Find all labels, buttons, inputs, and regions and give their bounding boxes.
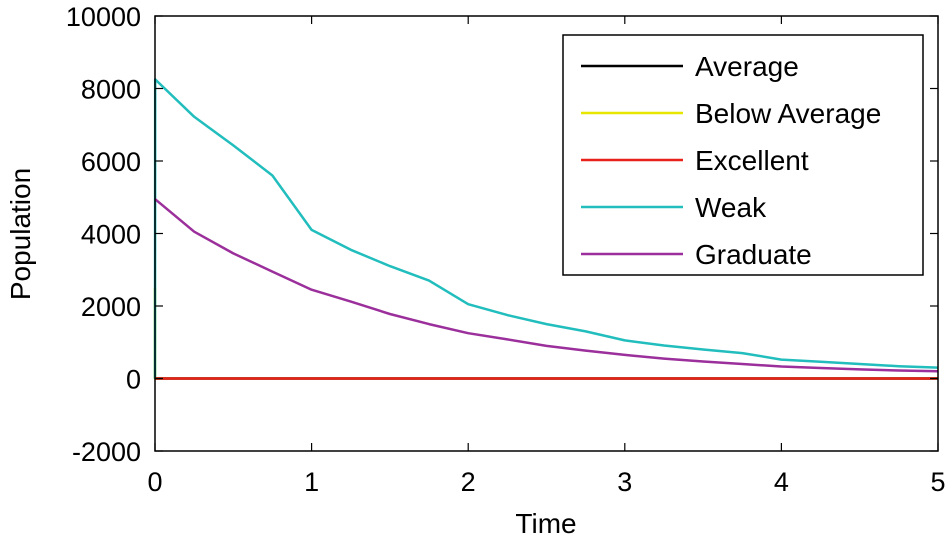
y-tick-label: 6000: [81, 147, 141, 177]
y-ticks: -2000 0 2000 4000 6000 8000 10000: [66, 2, 938, 467]
y-axis-label: Population: [5, 168, 36, 300]
y-tick-label: 8000: [81, 75, 141, 105]
legend-label-excellent: Excellent: [695, 145, 809, 176]
plot-lines: [153, 78, 939, 380]
y-tick-label: -2000: [72, 437, 141, 467]
x-axis-label: Time: [515, 508, 576, 539]
y-tick-label: 2000: [81, 292, 141, 322]
series-line-below-average: [153, 287, 938, 380]
legend-label-below-average: Below Average: [695, 98, 881, 129]
x-tick-label: 1: [304, 467, 319, 497]
y-tick-label: 4000: [81, 220, 141, 250]
series-line-graduate: [154, 198, 939, 373]
legend: Average Below Average Excellent Weak Graduat…: [562, 34, 924, 276]
x-ticks: 0 1 2 3 4 5: [147, 16, 946, 497]
x-tick-label: 0: [147, 467, 162, 497]
legend-label-weak: Weak: [695, 192, 767, 223]
x-tick-label: 3: [617, 467, 632, 497]
y-tick-label: 0: [126, 365, 141, 395]
x-tick-label: 5: [930, 467, 945, 497]
y-tick-label: 10000: [66, 2, 141, 32]
legend-box: [562, 34, 924, 276]
x-tick-label: 4: [774, 467, 789, 497]
legend-label-average: Average: [695, 51, 799, 82]
legend-label-graduate: Graduate: [695, 239, 812, 270]
x-tick-label: 2: [461, 467, 476, 497]
series-line-weak: [153, 78, 939, 379]
